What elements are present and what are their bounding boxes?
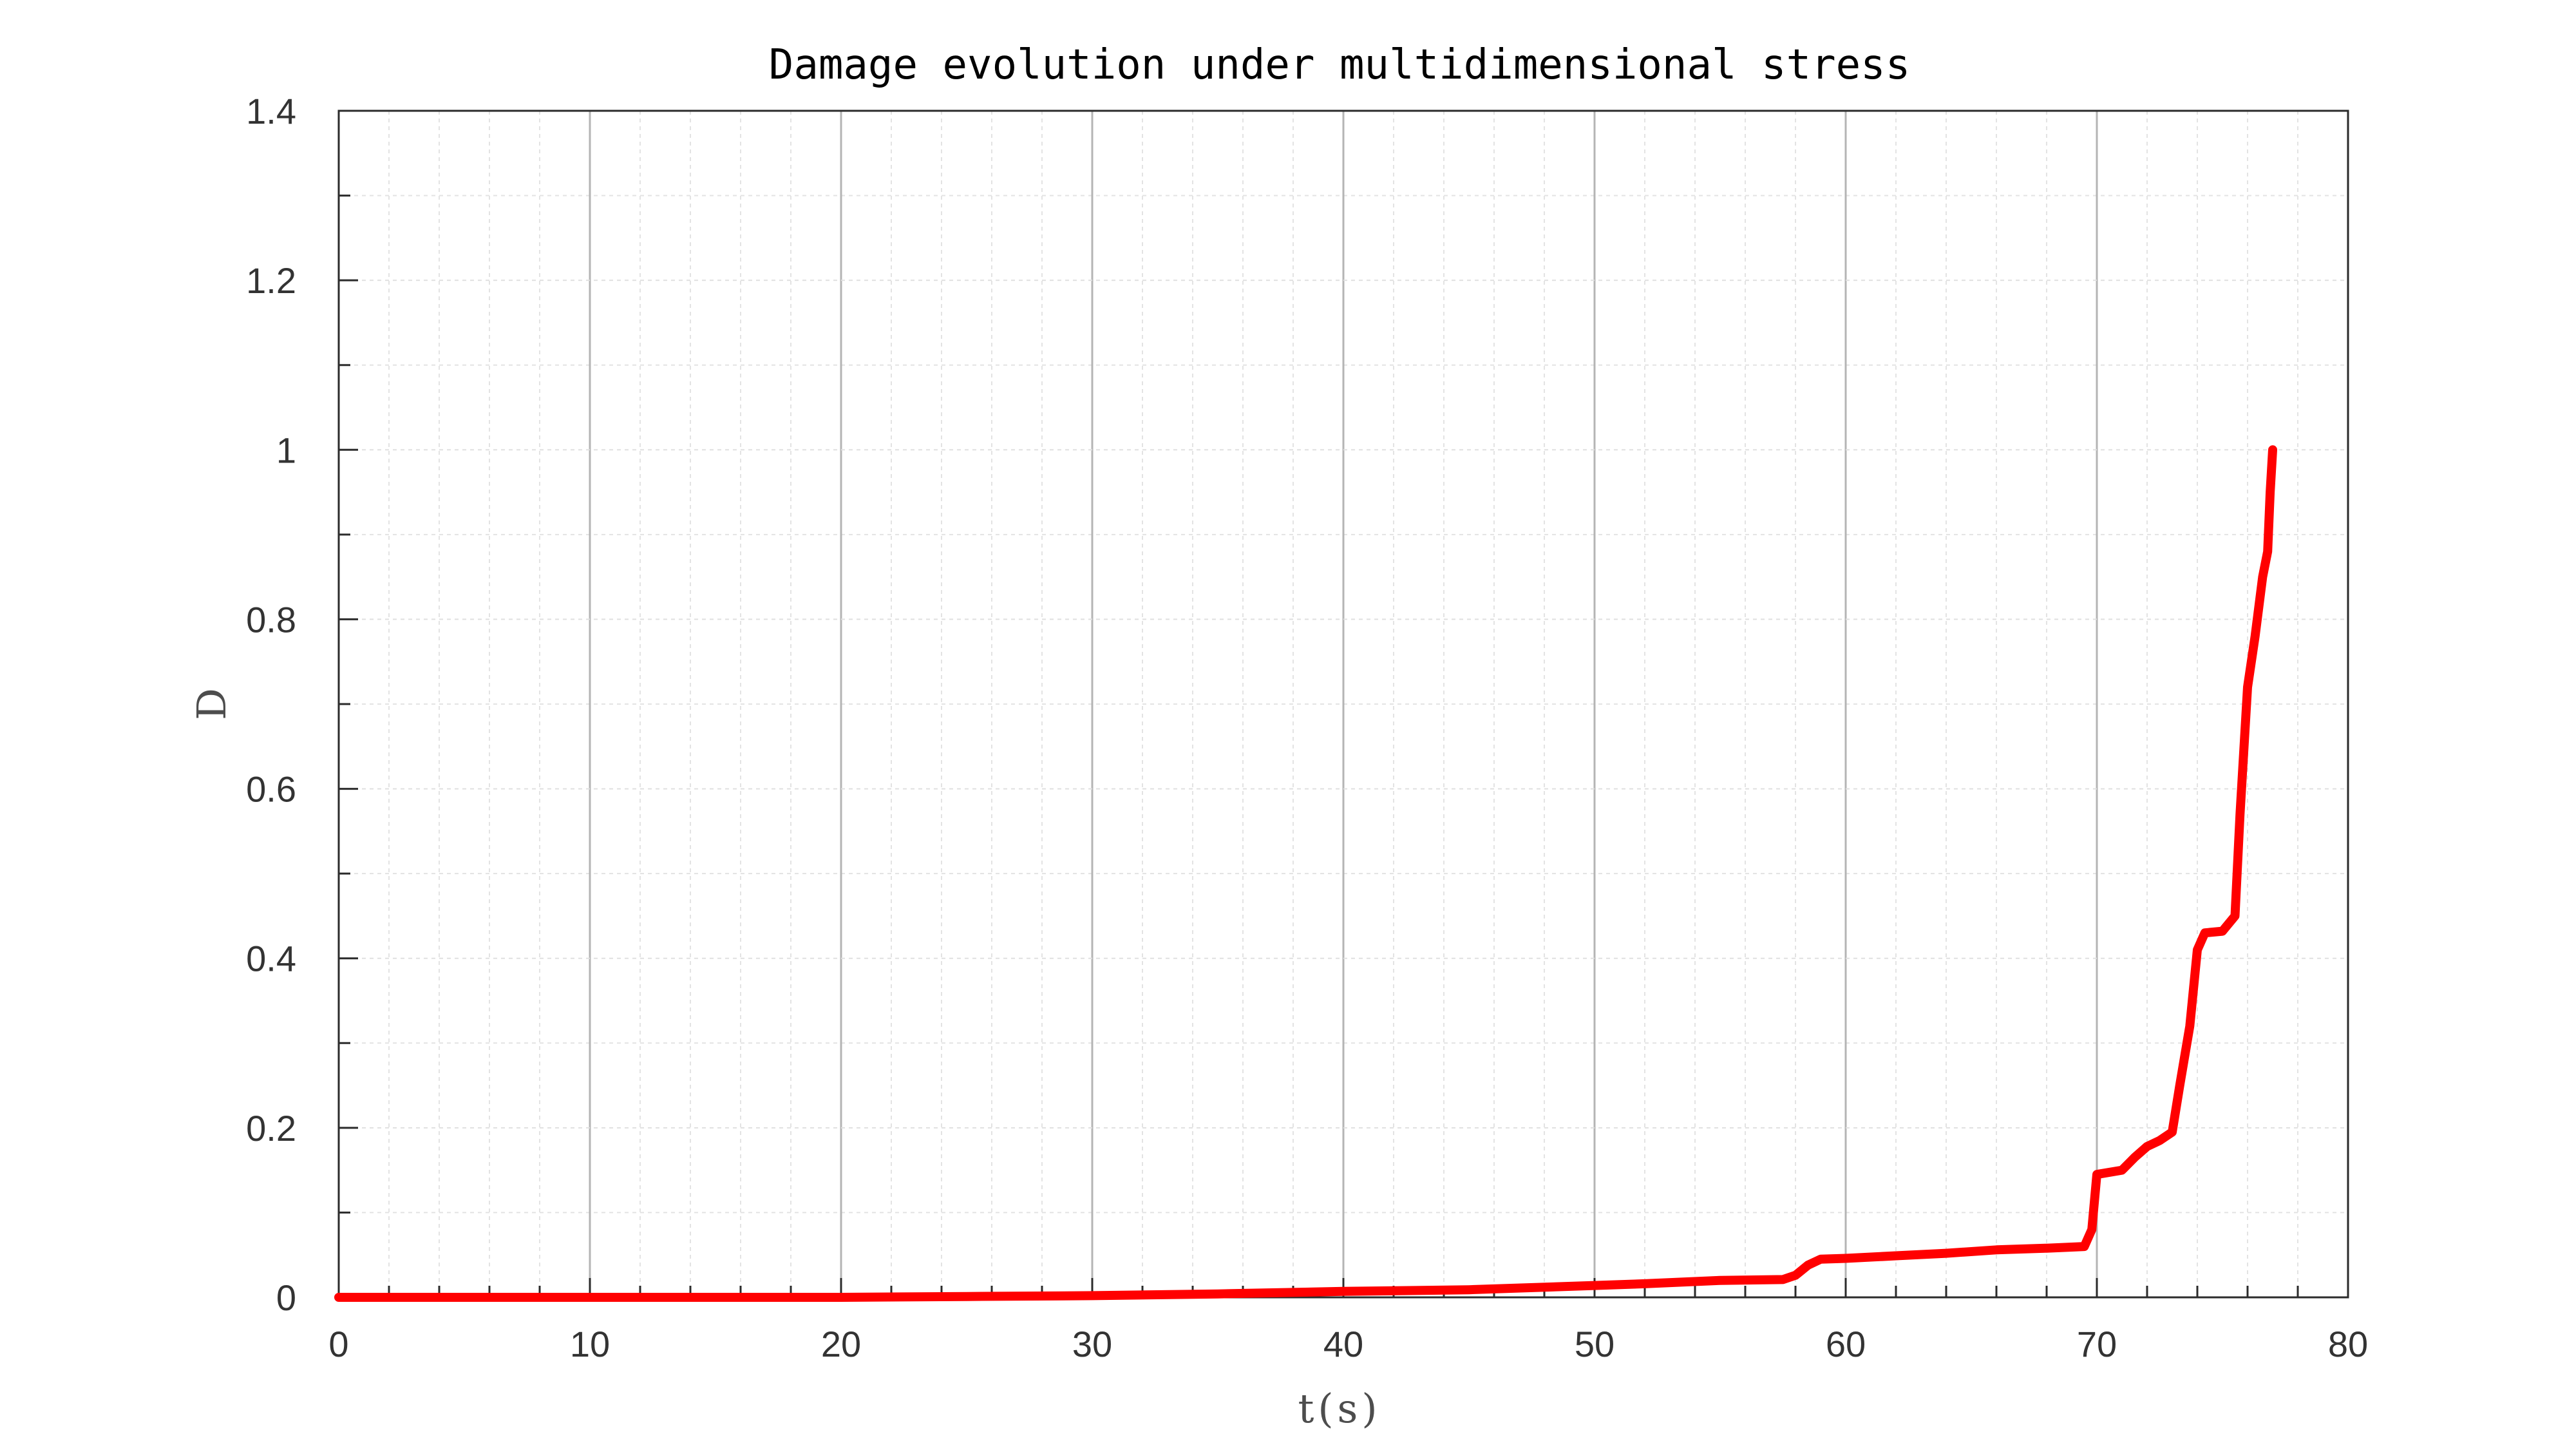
y-tick-label: 1 [276, 430, 296, 470]
y-axis-label: D [188, 688, 235, 720]
chart-title: Damage evolution under multidimensional … [769, 41, 1910, 89]
damage-series-line [334, 445, 2277, 1302]
major-grid [339, 111, 2348, 1297]
x-tick-label: 70 [2077, 1324, 2117, 1364]
series-layer [334, 445, 2277, 1302]
y-tick-label: 0.2 [246, 1108, 296, 1149]
x-tick-label: 10 [570, 1324, 610, 1364]
y-tick-label: 1.4 [246, 91, 296, 131]
x-tick-label: 20 [821, 1324, 861, 1364]
x-tick-label: 50 [1575, 1324, 1615, 1364]
y-tick-label: 1.2 [246, 260, 296, 301]
x-tick-label: 80 [2328, 1324, 2368, 1364]
x-tick-label: 40 [1323, 1324, 1363, 1364]
x-tick-label: 0 [328, 1324, 348, 1364]
y-tick-label: 0.4 [246, 939, 296, 979]
x-tick-label: 30 [1072, 1324, 1112, 1364]
y-tick-label: 0 [276, 1277, 296, 1318]
x-tick-label: 60 [1826, 1324, 1866, 1364]
x-tick-labels: 0 10 20 30 40 50 60 70 80 [328, 1324, 2368, 1364]
x-axis-label: t(s) [1298, 1385, 1381, 1432]
y-tick-label: 0.8 [246, 599, 296, 640]
y-tick-labels: 0 0.2 0.4 0.6 0.8 1 1.2 1.4 [246, 91, 296, 1318]
y-tick-label: 0.6 [246, 769, 296, 810]
